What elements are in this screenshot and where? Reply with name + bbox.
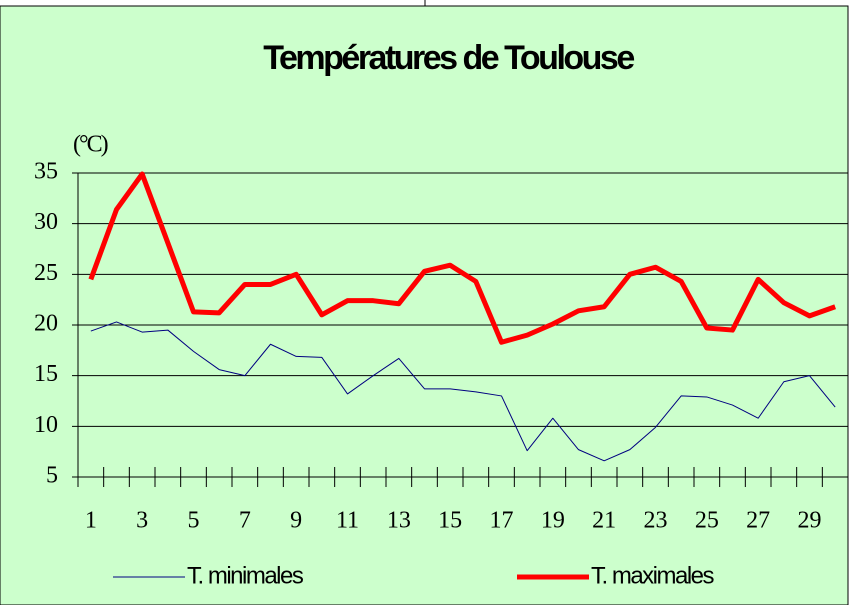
y-tick-label: 5 (46, 463, 58, 489)
y-tick-label: 10 (34, 412, 58, 438)
chart-background (0, 5, 849, 605)
x-tick-label: 29 (798, 508, 822, 534)
legend-label: T. minimales (187, 562, 304, 589)
x-tick-label: 5 (188, 508, 200, 534)
y-tick-label: 30 (34, 209, 58, 235)
x-tick-label: 11 (336, 508, 359, 534)
y-tick-label: 20 (34, 311, 58, 337)
x-tick-label: 13 (387, 508, 411, 534)
x-tick-label: 9 (290, 508, 302, 534)
y-axis-label: (°C) (73, 132, 108, 158)
x-tick-label: 3 (136, 508, 148, 534)
y-tick-label: 15 (34, 361, 58, 387)
x-tick-label: 15 (438, 508, 462, 534)
chart-title: Températures de Toulouse (263, 39, 634, 77)
x-tick-label: 23 (644, 508, 668, 534)
legend-label: T. maximales (591, 562, 715, 589)
x-tick-label: 27 (746, 508, 770, 534)
x-tick-label: 19 (541, 508, 565, 534)
data-line (90, 321, 836, 462)
y-tick-label: 35 (34, 159, 58, 185)
x-tick-label: 17 (490, 508, 514, 534)
x-tick-label: 1 (85, 508, 97, 534)
x-tick-label: 25 (695, 508, 719, 534)
x-tick-label: 7 (239, 508, 251, 534)
data-line (88, 171, 837, 345)
x-tick-label: 21 (592, 508, 616, 534)
y-tick-label: 25 (34, 260, 58, 286)
